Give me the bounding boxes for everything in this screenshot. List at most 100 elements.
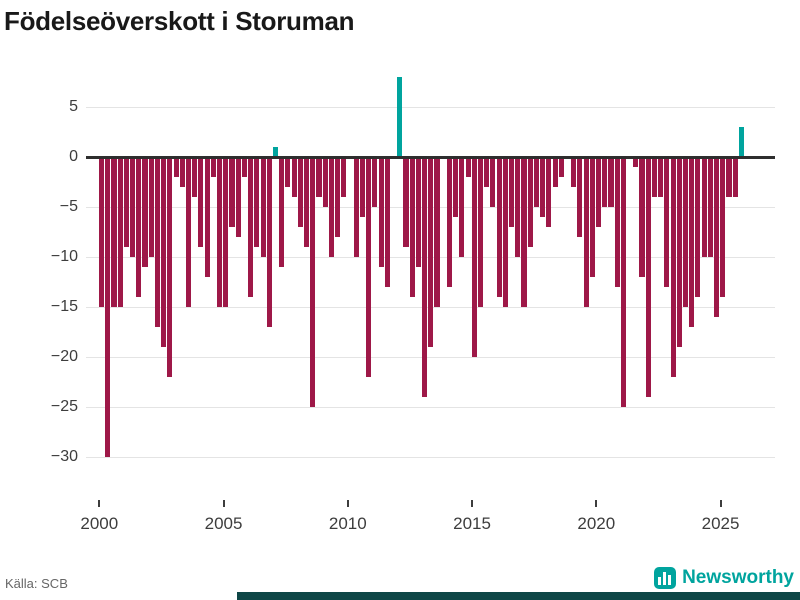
chart-bar-2022Q1: [645, 157, 651, 397]
chart-bar-2006Q4: [266, 157, 272, 327]
x-axis-label-2020: 2020: [577, 514, 616, 533]
chart-bar-2009Q2: [328, 157, 334, 257]
chart-bar-2000Q4: [117, 157, 123, 307]
chart-bar-2008Q4: [316, 157, 322, 197]
chart-bar-2015Q3: [484, 157, 490, 187]
y-axis-label--15: −15: [50, 298, 78, 315]
chart-bar-2019Q4: [589, 157, 595, 277]
chart-bar-2015Q2: [477, 157, 484, 307]
chart-bar-2005Q1: [223, 157, 229, 307]
chart-bar-2013Q3: [434, 157, 440, 307]
x-tick-2000: [98, 500, 101, 507]
chart-bar-2023Q3: [682, 157, 689, 307]
chart-bar-2020Q4: [614, 157, 620, 287]
x-axis-label-2015: 2015: [453, 514, 491, 533]
chart-bar-2021Q1: [620, 157, 626, 407]
y-axis-label--20: −20: [50, 348, 78, 365]
chart-bar-2015Q1: [471, 157, 477, 357]
chart-bar-2010Q2: [353, 157, 359, 257]
chart-bar-2002Q2: [154, 157, 160, 327]
chart-bar-2022Q4: [664, 157, 670, 287]
x-axis-label-2010: 2010: [328, 514, 367, 533]
chart-bar-2020Q2: [602, 157, 608, 207]
chart-bar-2014Q4: [465, 157, 471, 177]
chart-bar-2006Q3: [260, 157, 266, 257]
chart-bar-2010Q3: [359, 157, 366, 217]
chart-bar-2005Q3: [235, 157, 241, 237]
chart-bar-2001Q2: [130, 157, 136, 257]
brand-name: Newsworthy: [682, 567, 794, 588]
footer-accent-band: [237, 592, 800, 600]
y-axis-label--25: −25: [50, 398, 78, 415]
chart-bar-2012Q3: [409, 157, 415, 297]
y-axis-label--10: −10: [50, 248, 78, 265]
chart-bar-2009Q4: [341, 157, 347, 197]
chart-bar-2017Q2: [527, 157, 533, 247]
chart-bar-2002Q4: [167, 157, 173, 377]
chart-bar-2025Q4: [738, 127, 744, 157]
chart-bar-2014Q3: [459, 157, 465, 257]
chart-bar-2001Q3: [136, 157, 142, 297]
x-tick-2015: [471, 500, 474, 507]
chart-bar-2020Q1: [596, 157, 602, 227]
chart-bar-2022Q3: [658, 157, 664, 197]
chart-bar-2021Q4: [639, 157, 645, 277]
chart-bar-2023Q4: [689, 157, 695, 327]
chart-bar-2018Q1: [546, 157, 552, 227]
chart-bar-2019Q3: [583, 157, 589, 307]
bar-chart-logo-icon: [654, 567, 677, 589]
chart-bar-2021Q3: [633, 157, 639, 167]
chart-bar-2019Q2: [577, 157, 583, 237]
chart-bar-2023Q1: [670, 157, 676, 377]
chart-bar-2012Q4: [415, 157, 421, 267]
gridline-y--20: [86, 356, 775, 358]
x-tick-2025: [719, 500, 722, 507]
chart-bar-2025Q1: [720, 157, 726, 297]
gridline-y-5: [86, 106, 775, 108]
chart-bar-2005Q4: [241, 157, 247, 177]
chart-bar-2014Q2: [453, 157, 459, 217]
chart-bar-2017Q3: [533, 157, 539, 207]
chart-bar-2005Q2: [229, 157, 235, 227]
chart-bar-2001Q1: [123, 157, 129, 247]
chart-bar-2009Q1: [322, 157, 328, 207]
chart-bar-2013Q2: [428, 157, 434, 347]
chart-bar-2008Q1: [297, 157, 303, 227]
chart-bar-2017Q4: [540, 157, 546, 217]
chart-bar-2024Q3: [707, 157, 713, 257]
chart-bar-2007Q1: [272, 147, 279, 157]
chart-bar-2007Q3: [285, 157, 291, 187]
newsworthy-logo: Newsworthy: [654, 567, 794, 589]
chart-bar-2001Q4: [142, 157, 148, 267]
x-tick-2010: [346, 500, 349, 507]
x-axis-label-2005: 2005: [204, 514, 243, 533]
chart-bar-2012Q2: [403, 157, 409, 247]
chart-bar-2016Q2: [502, 157, 508, 307]
chart-bar-2024Q2: [701, 157, 707, 257]
y-axis-label-0: 0: [69, 148, 78, 165]
chart-bar-2012Q1: [397, 77, 403, 157]
chart-bar-2007Q4: [291, 157, 297, 197]
chart-bar-2013Q1: [422, 157, 428, 397]
chart-bar-2000Q1: [99, 157, 105, 307]
zero-line: [86, 155, 775, 159]
x-axis-label-2000: 2000: [80, 514, 119, 533]
chart-bar-2011Q1: [372, 157, 378, 207]
chart-bar-2004Q2: [204, 157, 210, 277]
chart-bar-2000Q3: [111, 157, 117, 307]
chart-bar-2018Q3: [558, 157, 564, 177]
chart-bar-2003Q3: [185, 157, 192, 307]
chart-bar-2020Q3: [608, 157, 614, 207]
chart-bar-2003Q2: [179, 157, 185, 187]
chart-bar-2006Q1: [248, 157, 254, 297]
x-tick-2005: [222, 500, 225, 507]
chart-bar-2019Q1: [571, 157, 577, 187]
chart-bar-2002Q1: [148, 157, 154, 257]
chart-bar-2025Q3: [732, 157, 738, 197]
y-axis-label-5: 5: [69, 98, 78, 115]
chart-bar-2010Q4: [366, 157, 372, 377]
chart-bar-2004Q1: [198, 157, 204, 247]
chart-bar-2017Q1: [521, 157, 527, 307]
chart-bar-2000Q2: [105, 157, 111, 457]
